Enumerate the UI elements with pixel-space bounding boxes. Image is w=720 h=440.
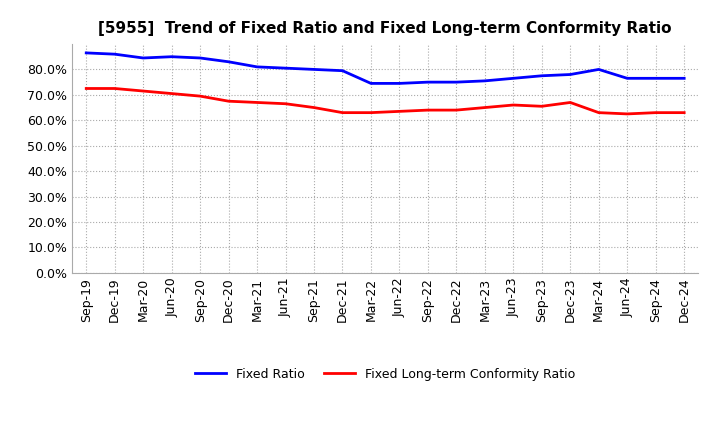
Fixed Ratio xyxy=(225,59,233,64)
Fixed Ratio xyxy=(509,76,518,81)
Fixed Long-term Conformity Ratio xyxy=(652,110,660,115)
Fixed Ratio xyxy=(395,81,404,86)
Fixed Ratio xyxy=(139,55,148,61)
Fixed Long-term Conformity Ratio xyxy=(537,104,546,109)
Fixed Ratio xyxy=(623,76,631,81)
Fixed Ratio xyxy=(110,51,119,57)
Fixed Ratio xyxy=(338,68,347,73)
Fixed Long-term Conformity Ratio xyxy=(423,107,432,113)
Fixed Long-term Conformity Ratio xyxy=(196,93,204,99)
Fixed Long-term Conformity Ratio xyxy=(253,100,261,105)
Fixed Ratio xyxy=(537,73,546,78)
Fixed Long-term Conformity Ratio xyxy=(139,88,148,94)
Fixed Long-term Conformity Ratio xyxy=(623,111,631,117)
Fixed Ratio xyxy=(595,67,603,72)
Fixed Ratio xyxy=(196,55,204,61)
Fixed Ratio xyxy=(566,72,575,77)
Fixed Long-term Conformity Ratio xyxy=(566,100,575,105)
Fixed Ratio xyxy=(680,76,688,81)
Fixed Ratio xyxy=(282,66,290,71)
Fixed Long-term Conformity Ratio xyxy=(595,110,603,115)
Fixed Long-term Conformity Ratio xyxy=(167,91,176,96)
Fixed Ratio xyxy=(480,78,489,84)
Fixed Ratio xyxy=(366,81,375,86)
Line: Fixed Long-term Conformity Ratio: Fixed Long-term Conformity Ratio xyxy=(86,88,684,114)
Fixed Long-term Conformity Ratio xyxy=(480,105,489,110)
Fixed Ratio xyxy=(452,80,461,85)
Fixed Ratio xyxy=(652,76,660,81)
Fixed Ratio xyxy=(253,64,261,70)
Fixed Long-term Conformity Ratio xyxy=(225,99,233,104)
Fixed Long-term Conformity Ratio xyxy=(680,110,688,115)
Fixed Long-term Conformity Ratio xyxy=(338,110,347,115)
Fixed Long-term Conformity Ratio xyxy=(366,110,375,115)
Fixed Long-term Conformity Ratio xyxy=(282,101,290,106)
Fixed Long-term Conformity Ratio xyxy=(110,86,119,91)
Legend: Fixed Ratio, Fixed Long-term Conformity Ratio: Fixed Ratio, Fixed Long-term Conformity … xyxy=(190,363,580,385)
Line: Fixed Ratio: Fixed Ratio xyxy=(86,53,684,84)
Fixed Long-term Conformity Ratio xyxy=(509,103,518,108)
Title: [5955]  Trend of Fixed Ratio and Fixed Long-term Conformity Ratio: [5955] Trend of Fixed Ratio and Fixed Lo… xyxy=(99,21,672,36)
Fixed Ratio xyxy=(167,54,176,59)
Fixed Long-term Conformity Ratio xyxy=(82,86,91,91)
Fixed Long-term Conformity Ratio xyxy=(310,105,318,110)
Fixed Long-term Conformity Ratio xyxy=(395,109,404,114)
Fixed Long-term Conformity Ratio xyxy=(452,107,461,113)
Fixed Ratio xyxy=(310,67,318,72)
Fixed Ratio xyxy=(82,50,91,55)
Fixed Ratio xyxy=(423,80,432,85)
